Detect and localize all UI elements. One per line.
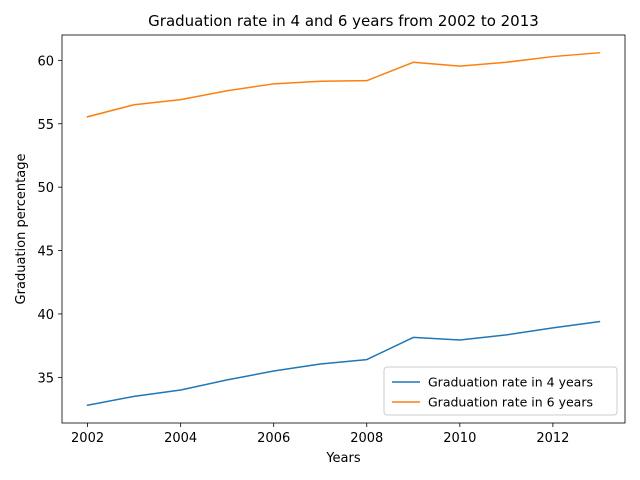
- legend-box: [383, 366, 618, 416]
- series-line-6-years: [86, 51, 601, 118]
- y-tick-label: 60: [37, 54, 54, 69]
- axes-frame: [61, 34, 626, 424]
- x-tick-label: 2004: [164, 431, 197, 446]
- plot-area: [86, 51, 601, 407]
- x-tick-label: 2010: [443, 431, 476, 446]
- x-tick-label: 2006: [257, 431, 290, 446]
- y-tick-label: 45: [37, 245, 54, 260]
- legend-entry: Graduation rate in 6 years: [428, 395, 593, 410]
- y-axis-label: Graduation percentage: [14, 154, 29, 305]
- y-tick-label: 55: [37, 118, 54, 133]
- y-tick-label: 40: [37, 308, 54, 323]
- legend-entry: Graduation rate in 4 years: [428, 375, 593, 390]
- x-tick-label: 2008: [350, 431, 383, 446]
- legend: Graduation rate in 4 years Graduation rat…: [383, 366, 618, 416]
- y-tick-label: 35: [37, 371, 54, 386]
- x-tick-label: 2012: [536, 431, 569, 446]
- y-tick-label: 50: [37, 181, 54, 196]
- x-axis-label: Years: [325, 451, 361, 466]
- x-tick-label: 2002: [71, 431, 104, 446]
- chart-title: Graduation rate in 4 and 6 years from 20…: [148, 12, 539, 30]
- series-line-4-years: [86, 320, 601, 407]
